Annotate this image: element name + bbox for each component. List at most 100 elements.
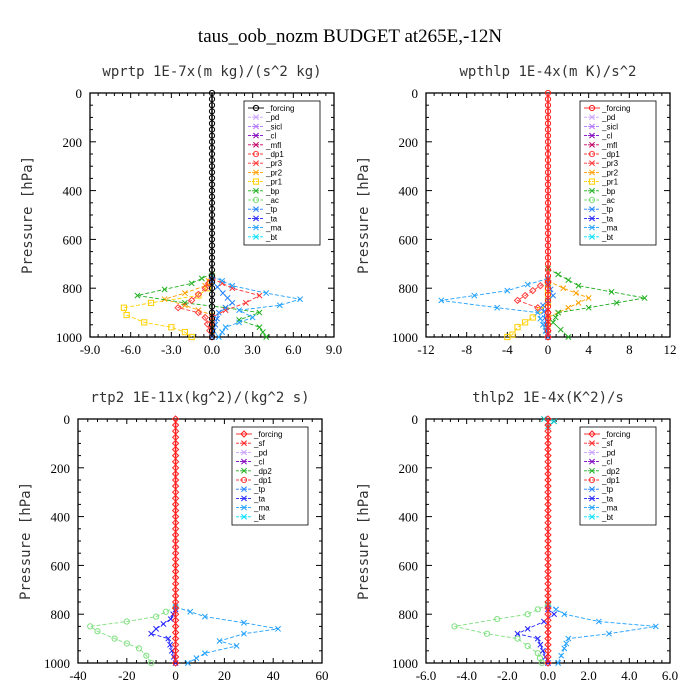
data-point [544,157,552,164]
x-tick-label: -4.0 [456,668,477,683]
data-point [208,285,216,292]
data-point [544,150,552,158]
data-point [544,96,552,103]
data-point [208,96,216,103]
y-tick-label: 200 [399,461,419,476]
data-point [606,630,612,637]
series-line [507,283,549,338]
data-point [208,272,216,280]
data-point [585,295,592,301]
legend-entry: _dp1 [265,150,284,159]
legend-swatch-marker [240,476,248,484]
data-point [524,611,531,618]
x-tick-label: 0.0 [540,668,556,683]
series-pr3-wprtp [209,275,263,340]
data-point [184,660,191,666]
data-point [208,169,216,176]
x-tick-label: 6.0 [662,668,678,683]
data-point [524,625,531,632]
legend-entry: _pd [601,113,615,122]
data-point [208,114,216,121]
series-line [547,268,645,338]
legend-swatch-marker [241,513,247,520]
data-point [514,324,521,331]
legend-swatch-marker [241,486,247,493]
legend-entry: _forcing [253,430,282,439]
legend-swatch-marker [589,132,595,139]
legend-entry: _dp1 [601,476,620,485]
data-point [524,281,531,288]
data-point [544,321,552,328]
legend-swatch-marker [588,178,596,185]
x-tick-label: 8 [626,342,633,357]
legend-entry: _dp1 [601,150,620,159]
data-point [544,315,552,322]
data-point [544,303,552,310]
legend-entry: _sf [601,439,613,448]
data-point [551,611,558,618]
data-point [544,279,552,286]
data-point [544,230,552,237]
x-tick-label: -4 [502,342,513,357]
y-axis-label-thlp2: Pressure [hPa] [356,482,372,600]
data-point [256,292,263,299]
data-point [208,187,216,194]
data-point [195,292,202,299]
series-ta-rtp2 [148,606,179,666]
data-point [236,319,243,326]
legend-entry: _cl [601,132,612,141]
series-bp-wpthlp [545,265,648,340]
data-point [544,193,552,200]
series-line [211,278,261,337]
data-point [555,309,562,316]
legend-swatch-marker [252,196,260,204]
series-line [211,275,301,338]
data-point [208,144,216,152]
data-point [514,630,521,637]
y-tick-label: 600 [399,232,419,247]
data-point [544,291,552,298]
legend-swatch-marker [252,104,260,112]
legend-swatch-marker [241,495,247,502]
legend-swatch-marker [589,513,595,520]
legend-entry: _tp [601,205,614,214]
data-point [198,275,205,282]
legend-swatch-marker [241,440,247,447]
data-point [544,236,552,243]
y-tick-label: 1000 [56,330,82,345]
series-forcing-wpthlp [544,89,552,341]
legend-entry: _forcing [601,430,630,439]
y-tick-label: 400 [399,510,419,525]
y-tick-label: 600 [399,558,419,573]
data-point [563,640,570,647]
panel-title-thlp2: thlp2 1E-4x(K^2)/s [472,390,624,406]
data-point [208,89,216,97]
legend-wprtp: _forcing_pd_sicl_cl_mfl_dp1_pr3_pr2_pr1_… [243,100,321,246]
legend-entry: _ma [601,504,618,513]
data-point [208,297,216,304]
data-point [529,286,537,295]
data-point [544,187,552,194]
data-point [544,211,552,219]
data-point [544,297,552,304]
y-tick-label: 600 [63,232,83,247]
data-point [208,175,216,182]
data-point [544,272,552,280]
legend-entry: _dp2 [253,467,272,476]
data-point [561,611,568,618]
legend-swatch-marker [253,169,259,176]
data-point [208,224,216,231]
data-point [534,309,541,316]
data-point [236,307,243,314]
legend-swatch-marker [253,206,259,213]
data-point [565,304,572,311]
legend-swatch-marker [253,132,259,139]
series-line [176,278,213,338]
data-point [544,242,552,249]
data-point [201,613,208,620]
legend-entry: _ta [253,494,266,503]
data-point [544,138,552,145]
data-point [551,418,558,425]
legend-swatch-marker [588,430,596,438]
